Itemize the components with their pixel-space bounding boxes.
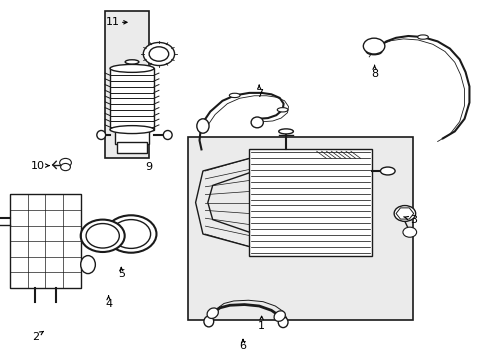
Circle shape — [402, 227, 416, 237]
Text: 9: 9 — [145, 162, 152, 172]
Text: 3: 3 — [409, 215, 416, 225]
Text: 7: 7 — [255, 89, 262, 99]
Ellipse shape — [97, 130, 105, 139]
Circle shape — [86, 224, 119, 248]
Ellipse shape — [278, 317, 287, 328]
Circle shape — [149, 47, 168, 61]
Circle shape — [105, 215, 156, 253]
Text: 1: 1 — [258, 321, 264, 331]
Bar — [10, 194, 81, 288]
Bar — [115, 130, 149, 144]
Bar — [110, 68, 154, 130]
Ellipse shape — [278, 129, 293, 134]
Text: 4: 4 — [105, 299, 112, 309]
Circle shape — [363, 38, 384, 54]
Text: 11: 11 — [105, 17, 119, 27]
Ellipse shape — [203, 316, 213, 327]
Ellipse shape — [125, 60, 139, 64]
Ellipse shape — [206, 308, 218, 319]
Circle shape — [393, 206, 415, 221]
Text: 2: 2 — [32, 332, 39, 342]
Text: 6: 6 — [239, 341, 246, 351]
Polygon shape — [395, 208, 413, 219]
Circle shape — [143, 42, 174, 66]
Bar — [117, 142, 146, 153]
Ellipse shape — [110, 64, 154, 72]
Ellipse shape — [229, 93, 240, 98]
Bar — [105, 11, 149, 158]
Ellipse shape — [110, 126, 154, 134]
Text: 5: 5 — [118, 269, 124, 279]
Ellipse shape — [273, 311, 285, 321]
Ellipse shape — [163, 130, 172, 139]
Text: 10: 10 — [31, 161, 45, 171]
Ellipse shape — [81, 256, 95, 274]
Ellipse shape — [417, 35, 427, 39]
Ellipse shape — [380, 167, 394, 175]
Circle shape — [111, 220, 150, 248]
Ellipse shape — [366, 48, 381, 55]
Circle shape — [81, 220, 124, 252]
Ellipse shape — [251, 117, 263, 128]
Ellipse shape — [277, 108, 287, 112]
Circle shape — [61, 163, 70, 171]
Bar — [249, 149, 371, 256]
Bar — [188, 137, 412, 320]
Circle shape — [60, 158, 71, 167]
Text: 8: 8 — [370, 69, 377, 79]
Ellipse shape — [196, 119, 209, 133]
